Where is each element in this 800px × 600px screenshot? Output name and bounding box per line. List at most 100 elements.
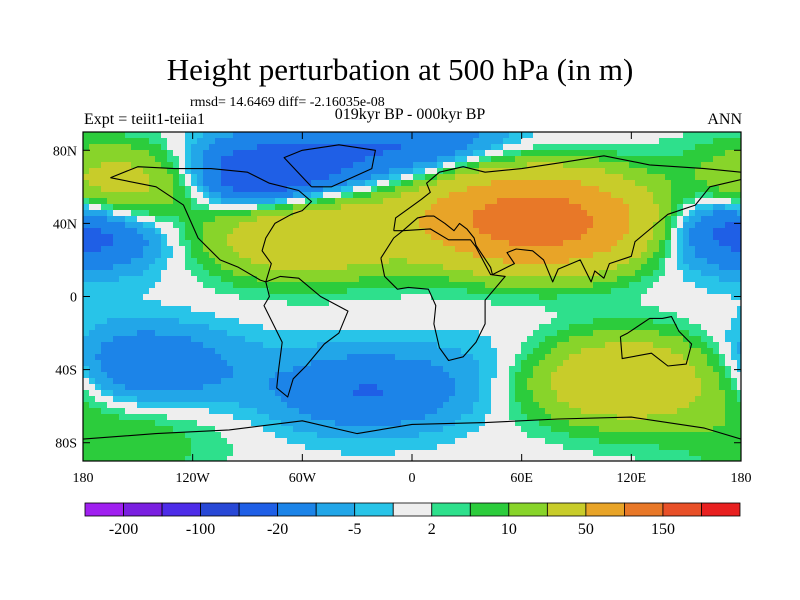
field-cell (371, 354, 378, 361)
field-cell (455, 324, 462, 331)
field-cell (413, 306, 420, 313)
field-cell (119, 288, 126, 295)
field-cell (485, 384, 492, 391)
field-cell (371, 378, 378, 385)
field-cell (389, 348, 396, 355)
field-cell (131, 366, 138, 373)
field-cell (647, 390, 654, 397)
field-cell (143, 174, 150, 181)
field-cell (521, 342, 528, 349)
field-cell (449, 288, 456, 295)
field-cell (203, 246, 210, 253)
field-cell (515, 276, 522, 283)
field-cell (371, 294, 378, 301)
field-cell (161, 312, 168, 319)
field-cell (329, 384, 336, 391)
field-cell (155, 204, 162, 211)
field-cell (323, 156, 330, 163)
field-cell (371, 330, 378, 337)
field-cell (113, 396, 120, 403)
field-cell (485, 318, 492, 325)
field-cell (143, 150, 150, 157)
field-cell (641, 390, 648, 397)
field-cell (143, 396, 150, 403)
field-cell (641, 324, 648, 331)
field-cell (89, 312, 96, 319)
field-cell (407, 390, 414, 397)
field-cell (737, 246, 741, 253)
field-cell (467, 396, 474, 403)
field-cell (737, 270, 741, 277)
field-cell (269, 366, 276, 373)
field-cell (161, 282, 168, 289)
field-cell (521, 204, 528, 211)
field-cell (239, 288, 246, 295)
field-cell (563, 384, 570, 391)
field-cell (437, 150, 444, 157)
field-cell (611, 396, 618, 403)
field-cell (221, 180, 228, 187)
field-cell (641, 198, 648, 205)
field-cell (413, 354, 420, 361)
field-cell (611, 174, 618, 181)
field-cell (191, 402, 198, 409)
field-cell (719, 258, 726, 265)
field-cell (587, 234, 594, 241)
field-cell (467, 306, 474, 313)
field-cell (197, 270, 204, 277)
field-cell (689, 306, 696, 313)
field-cell (515, 174, 522, 181)
field-cell (557, 288, 564, 295)
field-cell (479, 162, 486, 169)
field-cell (539, 396, 546, 403)
field-cell (173, 330, 180, 337)
field-cell (503, 144, 510, 151)
field-cell (599, 162, 606, 169)
field-cell (443, 324, 450, 331)
field-cell (719, 360, 726, 367)
field-cell (377, 360, 384, 367)
field-cell (695, 330, 702, 337)
field-cell (581, 354, 588, 361)
field-cell (281, 354, 288, 361)
field-cell (659, 204, 666, 211)
field-cell (383, 300, 390, 307)
field-cell (251, 312, 258, 319)
field-cell (221, 240, 228, 247)
field-cell (323, 150, 330, 157)
field-cell (137, 312, 144, 319)
field-cell (515, 198, 522, 205)
field-cell (275, 174, 282, 181)
field-cell (647, 258, 654, 265)
field-cell (173, 150, 180, 157)
field-cell (131, 192, 138, 199)
field-cell (425, 270, 432, 277)
field-cell (695, 216, 702, 223)
field-cell (131, 300, 138, 307)
field-cell (329, 210, 336, 217)
field-cell (731, 348, 738, 355)
field-cell (665, 132, 672, 139)
field-cell (425, 162, 432, 169)
field-cell (83, 204, 90, 211)
field-cell (623, 300, 630, 307)
field-cell (173, 210, 180, 217)
field-cell (221, 342, 228, 349)
field-cell (533, 156, 540, 163)
field-cell (551, 390, 558, 397)
field-cell (83, 174, 90, 181)
field-cell (119, 348, 126, 355)
field-cell (539, 150, 546, 157)
field-cell (299, 378, 306, 385)
field-cell (365, 132, 372, 139)
field-cell (731, 300, 738, 307)
field-cell (539, 342, 546, 349)
field-cell (353, 162, 360, 169)
field-cell (737, 258, 741, 265)
field-cell (317, 384, 324, 391)
field-cell (233, 132, 240, 139)
field-cell (281, 252, 288, 259)
field-cell (245, 282, 252, 289)
field-cell (725, 162, 732, 169)
field-cell (629, 396, 636, 403)
